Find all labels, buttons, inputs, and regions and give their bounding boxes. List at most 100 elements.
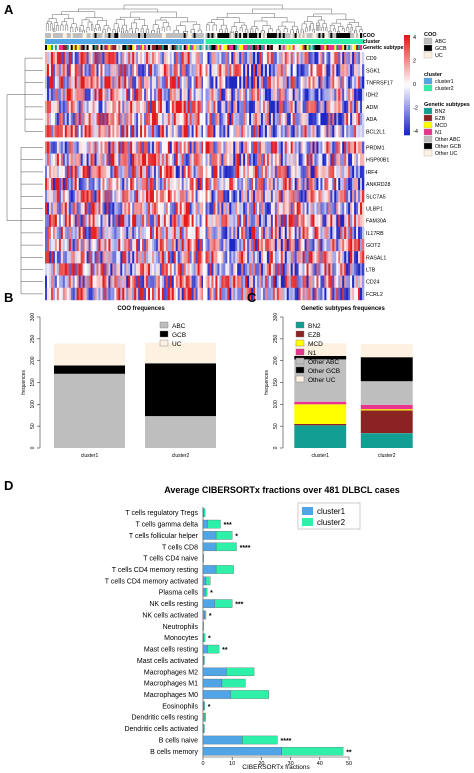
heatmap-cell <box>316 263 319 276</box>
heatmap-cell <box>268 287 272 301</box>
heatmap-cell <box>215 214 218 227</box>
heatmap-cell <box>62 190 66 203</box>
heatmap-cell <box>72 287 76 301</box>
heatmap-cell <box>90 141 93 154</box>
heatmap-cell <box>146 88 149 101</box>
heatmap-cell <box>217 100 220 114</box>
heatmap-cell <box>116 88 119 101</box>
annotation-cell-genetic <box>58 45 62 50</box>
heatmap-cell <box>320 153 323 166</box>
annotation-cell-coo <box>197 33 200 38</box>
annotation-cell-genetic <box>169 45 173 50</box>
heatmap-cell <box>138 141 141 154</box>
heatmap-cell <box>280 263 284 276</box>
heatmap-cell <box>86 113 89 126</box>
heatmap-cell <box>362 141 365 154</box>
heatmap-cell <box>346 239 349 252</box>
heatmap-cell <box>231 287 234 301</box>
heatmap-cell <box>223 113 226 126</box>
heatmap-cell <box>334 190 337 203</box>
heatmap-cell <box>209 263 212 276</box>
heatmap-cell <box>330 64 333 77</box>
heatmap-cell <box>151 263 155 276</box>
heatmap-cell <box>100 52 103 65</box>
heatmap-cell <box>173 239 177 252</box>
heatmap-cell <box>116 76 119 89</box>
heatmap-cell <box>86 214 89 227</box>
heatmap-cell <box>86 64 89 77</box>
heatmap-cell <box>213 88 216 101</box>
heatmap-cell <box>104 64 107 77</box>
heatmap-cell <box>304 251 307 264</box>
heatmap-cell <box>336 52 339 65</box>
heatmap-cell <box>288 263 291 276</box>
heatmap-cell <box>132 125 135 138</box>
heatmap-cell <box>183 165 186 179</box>
colorbar-swatch <box>404 92 410 96</box>
y-tick-label: 200 <box>30 356 36 365</box>
heatmap-cell <box>282 190 286 203</box>
heatmap-cell <box>45 214 48 227</box>
heatmap-cell <box>45 226 48 240</box>
heatmap-cell <box>276 165 280 179</box>
heatmap-cell <box>253 165 256 179</box>
heatmap-cell <box>213 226 216 240</box>
heatmap-cell <box>320 202 323 215</box>
heatmap-cell <box>52 226 56 240</box>
annotation-cell-cluster <box>286 39 290 44</box>
heatmap-cell <box>52 76 56 89</box>
annotation-cell-cluster <box>294 39 297 44</box>
heatmap-cell <box>153 263 157 276</box>
heatmap-cell <box>163 214 167 227</box>
heatmap-cell <box>288 64 291 77</box>
heatmap-cell <box>268 64 272 77</box>
colorbar-swatch <box>404 60 410 63</box>
heatmap-cell <box>356 263 359 276</box>
heatmap-cell <box>171 178 175 191</box>
heatmap-cell <box>116 226 119 240</box>
heatmap-cell <box>68 287 72 301</box>
annotation-cell-coo <box>342 33 345 38</box>
y-tick-label: 100 <box>273 400 279 409</box>
annotation-cell-cluster <box>70 39 74 44</box>
heatmap-cell <box>330 88 333 101</box>
heatmap-cell <box>163 178 167 191</box>
heatmap-cell <box>189 226 192 240</box>
heatmap-cell <box>245 52 248 65</box>
heatmap-cell <box>155 141 159 154</box>
heatmap-cell <box>237 263 240 276</box>
heatmap-cell <box>197 100 200 114</box>
heatmap-cell <box>352 178 355 191</box>
heatmap-cell <box>66 239 70 252</box>
heatmap-cell <box>104 239 107 252</box>
heatmap-cell <box>360 88 363 101</box>
annotation-cell-cluster <box>153 39 157 44</box>
heatmap-cell <box>132 239 135 252</box>
heatmap-cell <box>86 275 89 288</box>
heatmap-cell <box>266 141 270 154</box>
x-tick-label: cluster1 <box>311 453 329 459</box>
heatmap-cell <box>104 88 107 101</box>
heatmap-cell <box>231 165 234 179</box>
colorbar-swatch <box>404 120 410 123</box>
heatmap-cell <box>215 141 218 154</box>
heatmap-cell <box>56 287 60 301</box>
heatmap-cell <box>116 141 119 154</box>
heatmap-cell <box>294 52 297 65</box>
heatmap-cell <box>92 178 95 191</box>
heatmap-cell <box>292 100 295 114</box>
heatmap-cell <box>126 178 129 191</box>
heatmap-cell <box>66 202 70 215</box>
heatmap-cell <box>205 275 208 288</box>
heatmap-cell <box>235 141 238 154</box>
heatmap-cell <box>342 226 345 240</box>
heatmap-cell <box>221 100 224 114</box>
heatmap-cell <box>124 64 127 77</box>
heatmap-cell <box>112 165 115 179</box>
heatmap-cell <box>221 64 224 77</box>
heatmap-cell <box>211 190 214 203</box>
heatmap-cell <box>253 178 256 191</box>
annotation-cell-coo <box>96 33 99 38</box>
annotation-cell-cluster <box>76 39 79 44</box>
heatmap-cell <box>266 52 270 65</box>
